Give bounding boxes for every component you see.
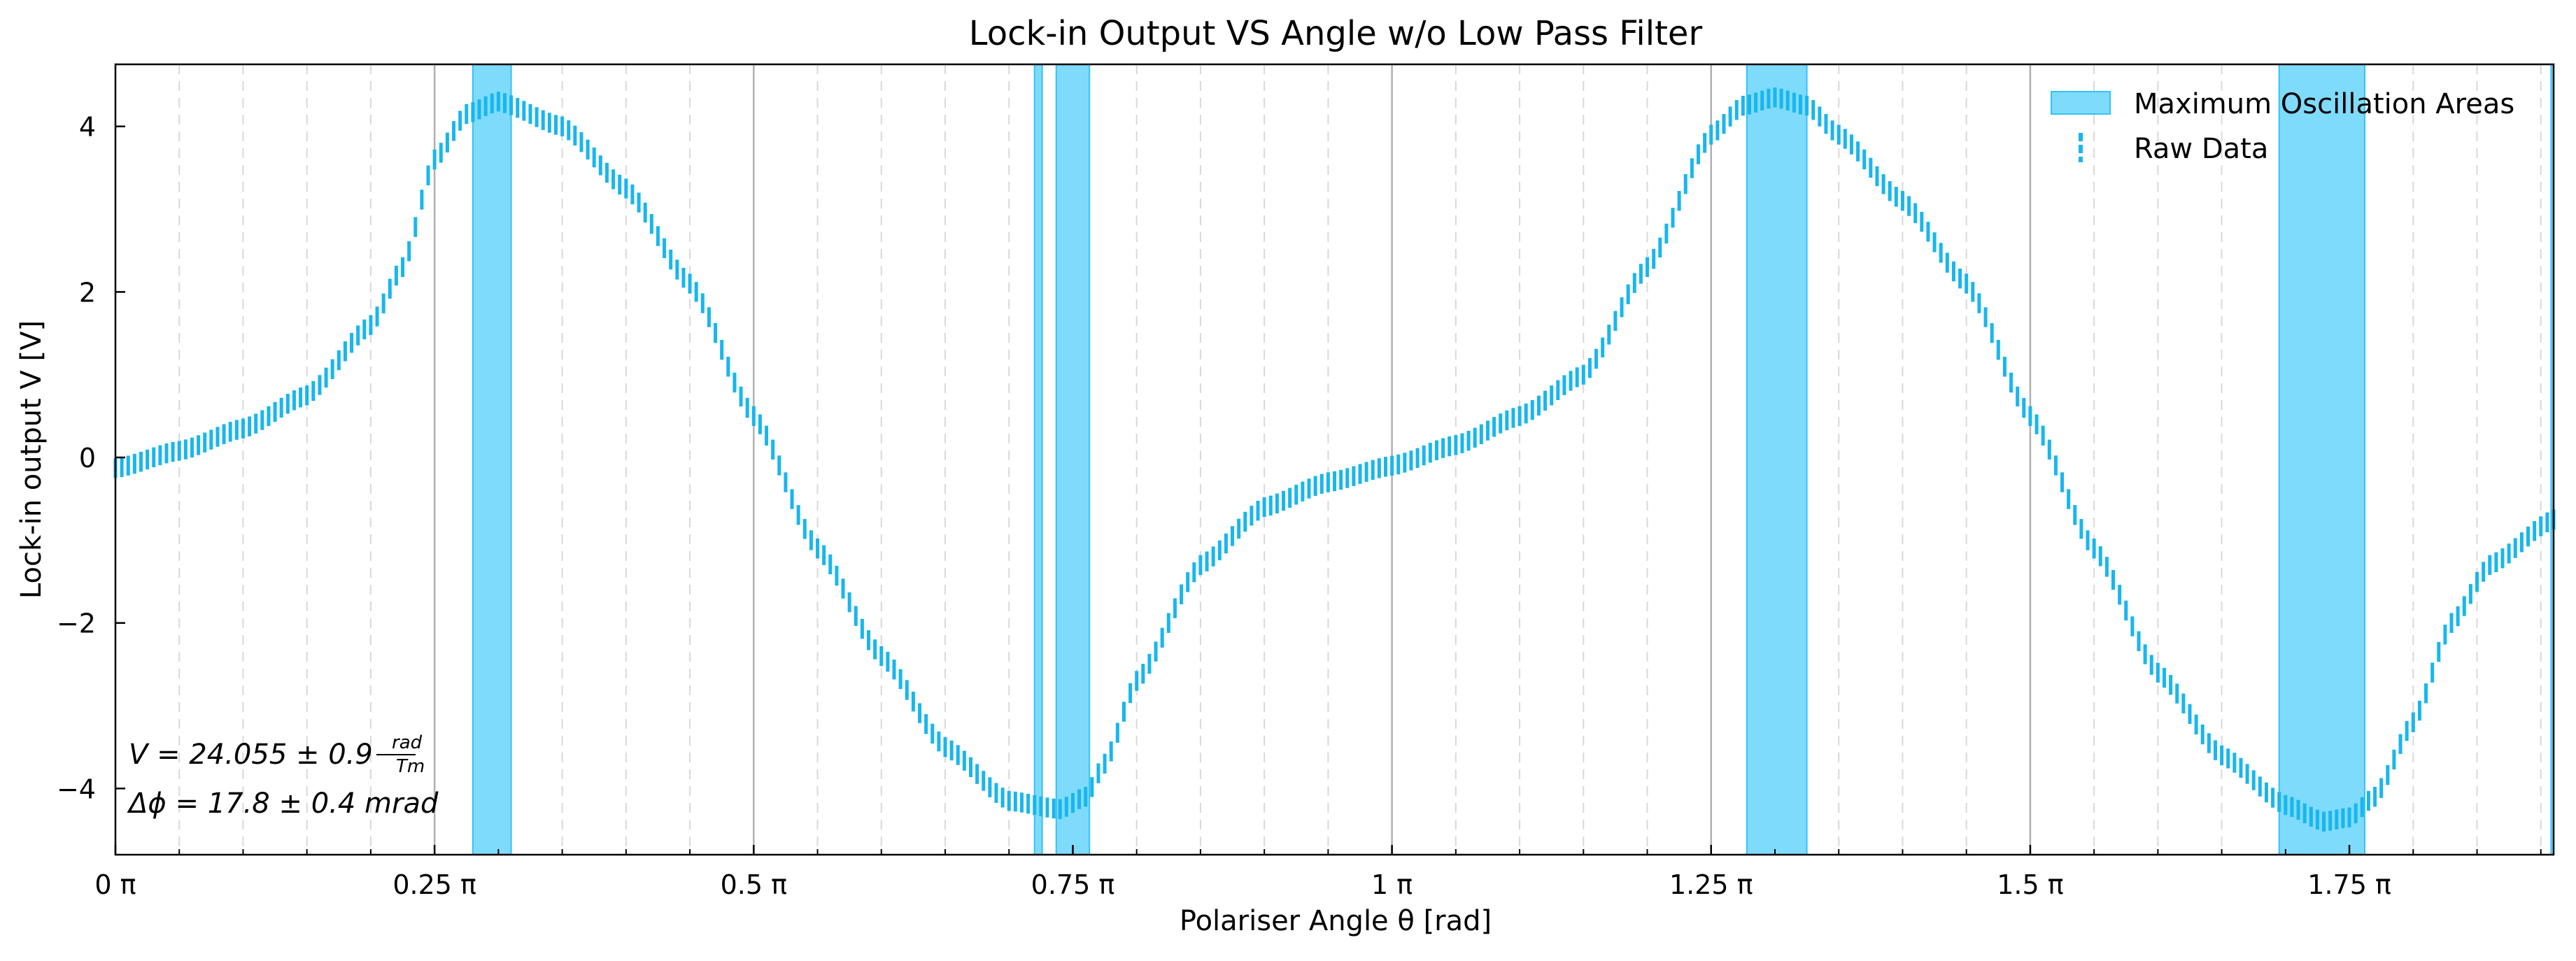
x-tick-label: 0.75 π [1031,869,1115,900]
x-tick-label: 1.75 π [2307,869,2391,900]
velocity-unit-numerator: rad [392,732,423,753]
legend-label-raw-data: Raw Data [2134,133,2268,165]
phase-annotation: Δϕ = 17.8 ± 0.4 mrad [127,788,439,820]
y-tick-label: −2 [57,608,96,639]
oscillation-area-band [2278,64,2365,855]
x-tick-label: 0.25 π [392,869,476,900]
velocity-annotation: V = 24.055 ± 0.9 [129,739,373,771]
y-axis-ticks: −4 −2 0 2 4 [57,112,125,804]
legend-patch-swatch [2051,91,2111,115]
oscillation-area-band [472,64,512,855]
y-tick-label: 4 [79,112,96,143]
x-tick-label: 1.5 π [1997,869,2063,900]
x-tick-label: 0 π [94,869,136,900]
x-axis-ticks: 0 π 0.25 π 0.5 π 0.75 π 1 π 1.25 π 1.5 π 1.75 π [94,845,2542,900]
velocity-unit-denominator: Tm [396,756,425,777]
velocity-value: V = 24.055 ± 0.9 [129,739,373,771]
x-tick-label: 1.25 π [1669,869,1753,900]
x-tick-label: 0.5 π [721,869,787,900]
oscillation-area-band [1033,64,1043,855]
plot-frame [114,63,2555,856]
y-tick-label: 2 [79,277,96,308]
x-tick-label: 1 π [1371,869,1413,900]
oscillation-area-band [1055,64,1091,855]
y-tick-label: 0 [79,443,96,474]
fit-annotation: V = 24.055 ± 0.9 rad Tm Δϕ = 17.8 ± 0.4 … [127,732,439,820]
raw-data-series [113,87,2556,832]
oscillation-area-band [1746,64,1808,855]
legend-label-oscillation-areas: Maximum Oscillation Areas [2134,88,2514,120]
x-axis-label: Polariser Angle θ [rad] [1180,905,1492,937]
y-axis-label: Lock-in output V [V] [15,320,48,599]
chart-title: Lock-in Output VS Angle w/o Low Pass Fil… [969,14,1703,53]
y-tick-label: −4 [57,774,96,804]
legend: Maximum Oscillation Areas Raw Data [2051,88,2514,165]
maximum-oscillation-areas [472,64,2555,855]
minor-gridlines [178,64,2542,855]
